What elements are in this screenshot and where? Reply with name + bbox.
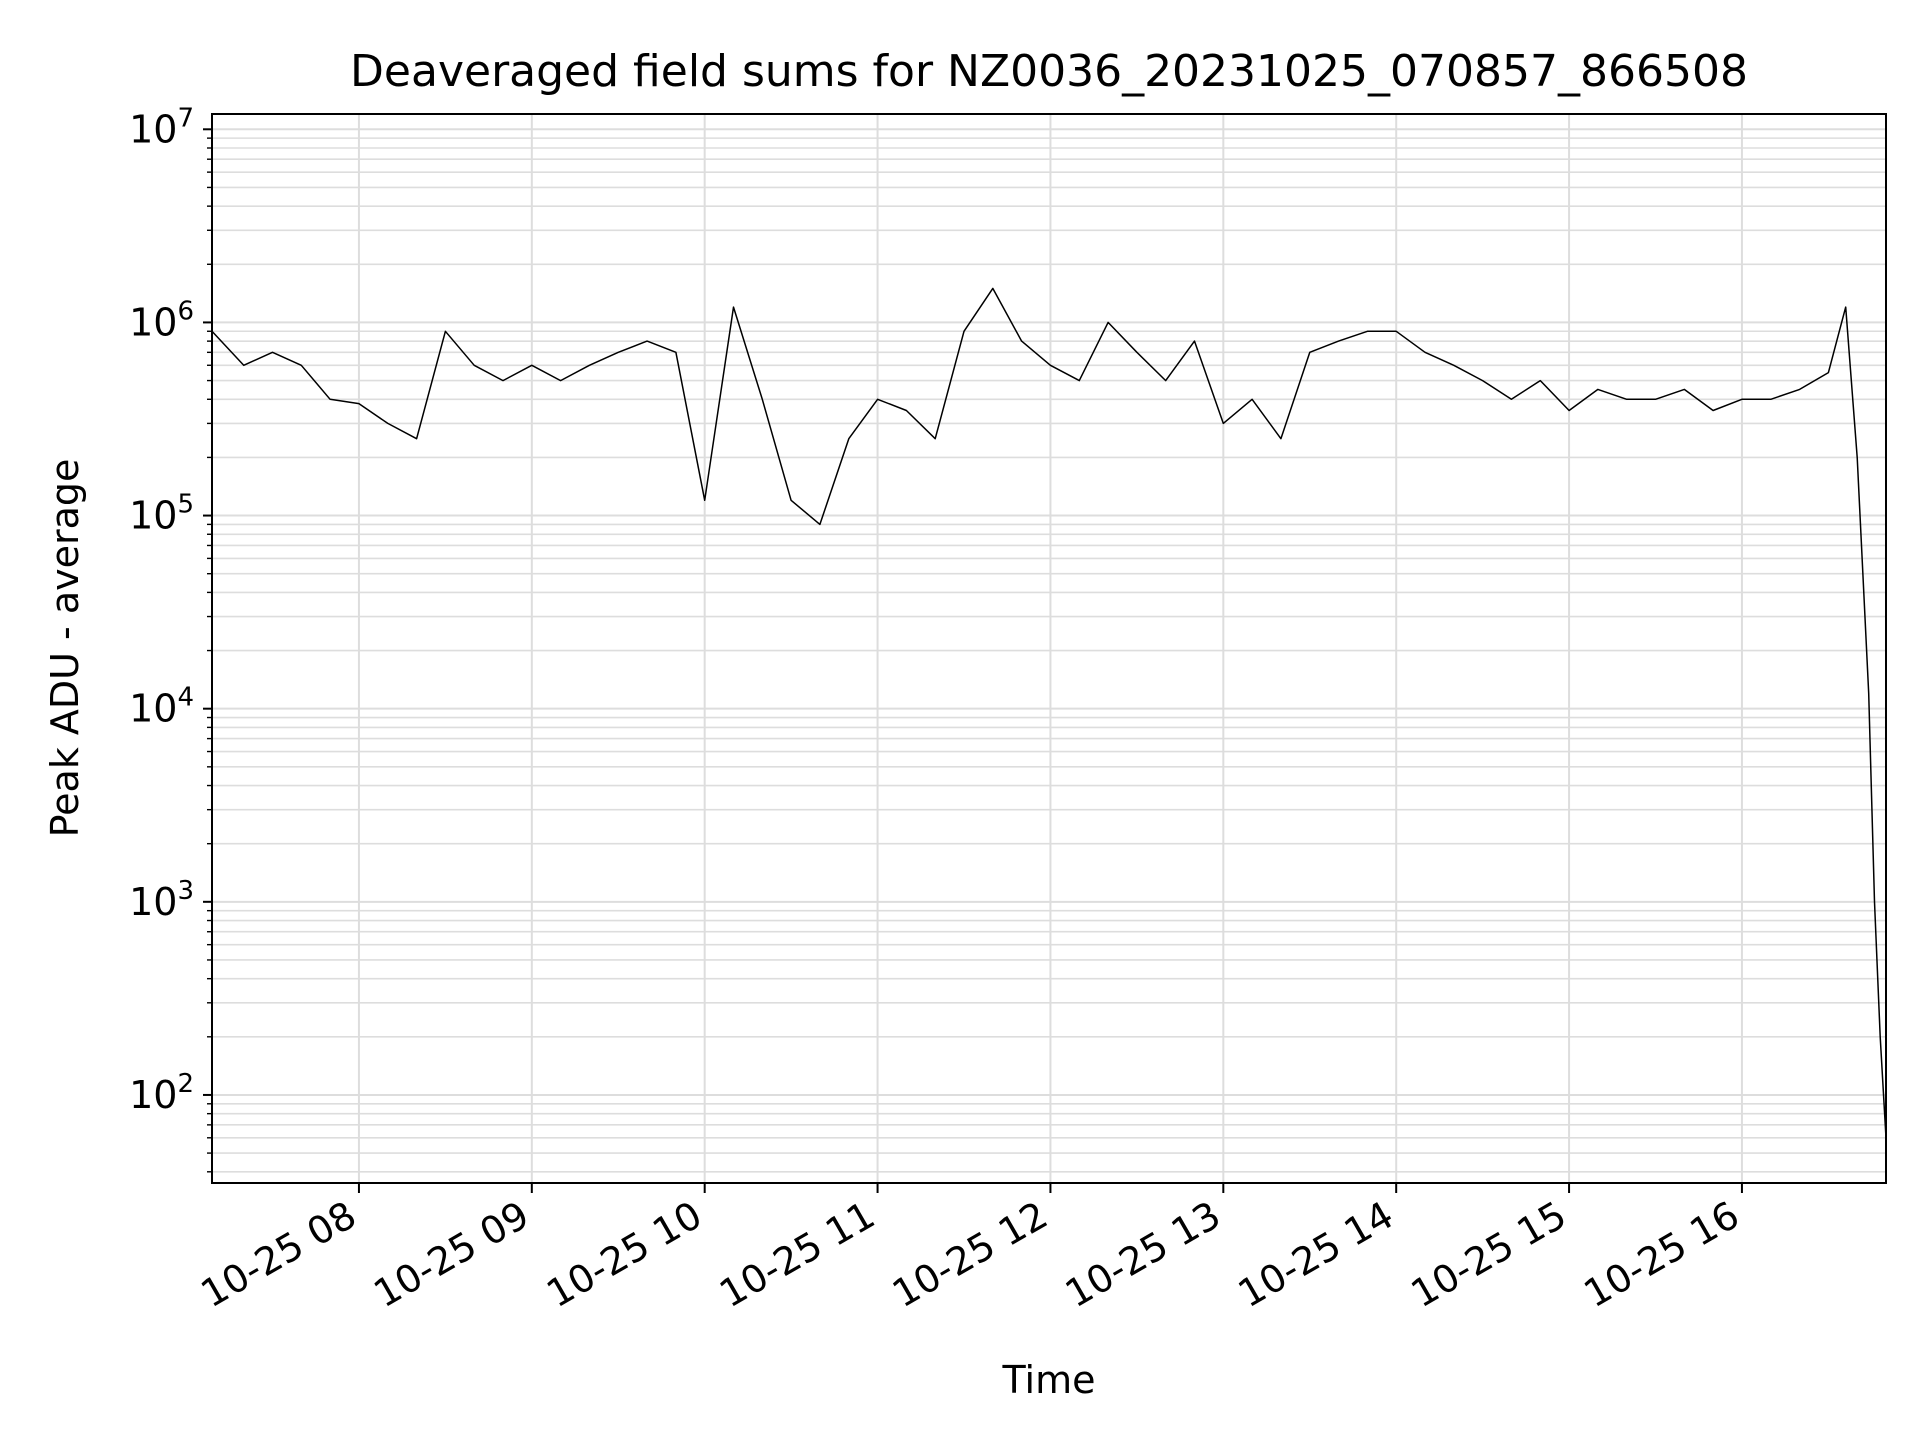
x-tick-label: 10-25 11 <box>712 1193 882 1317</box>
grid <box>212 114 1886 1183</box>
series <box>211 287 1887 1138</box>
x-tick-label: 10-25 14 <box>1231 1193 1401 1317</box>
x-tick-label: 10-25 12 <box>885 1193 1055 1317</box>
y-tick-label: 102 <box>129 1069 194 1117</box>
x-tick-label: 10-25 16 <box>1576 1193 1746 1317</box>
series-line <box>211 287 1887 1138</box>
x-axis-label: Time <box>1002 1358 1096 1402</box>
y-axis-label: Peak ADU - average <box>43 459 87 838</box>
y-tick-label: 105 <box>129 490 194 538</box>
x-tick-label: 10-25 15 <box>1404 1193 1574 1317</box>
x-tick-label: 10-25 09 <box>366 1193 536 1317</box>
y-axis: 102 103 104 105 106 107 <box>129 103 212 1173</box>
y-tick-label: 107 <box>129 103 194 151</box>
y-tick-label: 103 <box>129 876 194 924</box>
x-axis: 10-25 08 10-25 09 10-25 10 10-25 11 10-25 12… <box>193 1183 1746 1316</box>
chart-title: Deaveraged field sums for NZ0036_2023102… <box>350 46 1748 97</box>
plot-frame <box>211 113 1887 1184</box>
y-tick-label: 106 <box>129 296 194 344</box>
x-tick-label: 10-25 10 <box>539 1193 709 1317</box>
x-tick-label: 10-25 13 <box>1058 1193 1228 1317</box>
x-tick-label: 10-25 08 <box>193 1193 363 1317</box>
y-tick-label: 104 <box>129 683 194 731</box>
